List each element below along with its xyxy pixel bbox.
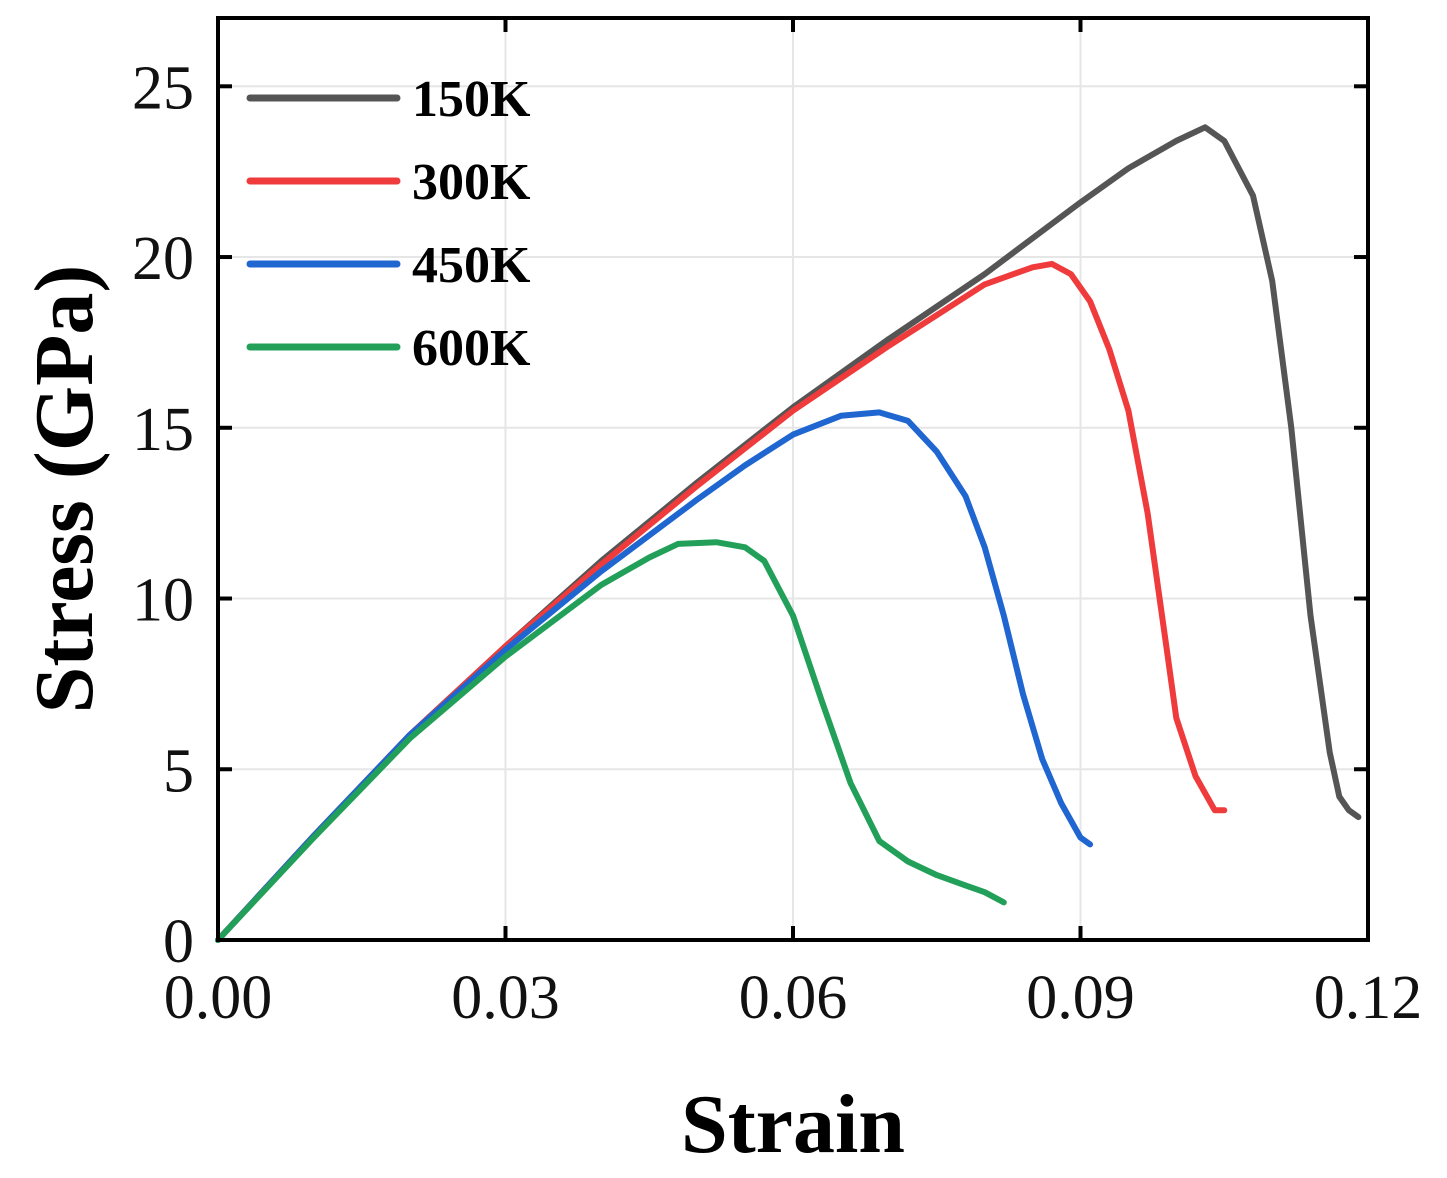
y-tick-label: 0 [163, 908, 194, 976]
y-tick-label: 25 [132, 54, 194, 122]
legend: 150K 300K 450K 600K [246, 71, 531, 377]
x-tick-label: 0.06 [739, 964, 848, 1032]
x-tick-label: 0.00 [164, 964, 273, 1032]
series-line-450K [215, 409, 1094, 943]
legend-label-300K: 300K [412, 154, 531, 211]
legend-label-600K: 600K [412, 320, 531, 377]
grid [218, 18, 1368, 940]
y-axis-title: Stress (GPa) [18, 265, 111, 714]
series-line-150K [215, 124, 1362, 943]
series-line-600K [215, 539, 1007, 943]
x-axis-title: Strain [681, 1078, 905, 1171]
x-tick-label: 0.12 [1314, 964, 1423, 1032]
y-tick-label: 15 [132, 396, 194, 464]
x-tick-label: 0.03 [451, 964, 560, 1032]
x-axis-ticks: 0.00 0.03 0.06 0.09 0.12 [164, 18, 1423, 1032]
legend-label-450K: 450K [412, 237, 531, 294]
y-axis-ticks: 0 5 10 15 20 25 [132, 54, 1368, 976]
series-line-300K [215, 260, 1228, 943]
y-tick-label: 5 [163, 737, 194, 805]
series-lines [215, 124, 1362, 943]
y-tick-label: 10 [132, 567, 194, 635]
legend-label-150K: 150K [412, 71, 531, 128]
x-tick-label: 0.09 [1026, 964, 1135, 1032]
y-tick-label: 20 [132, 225, 194, 293]
